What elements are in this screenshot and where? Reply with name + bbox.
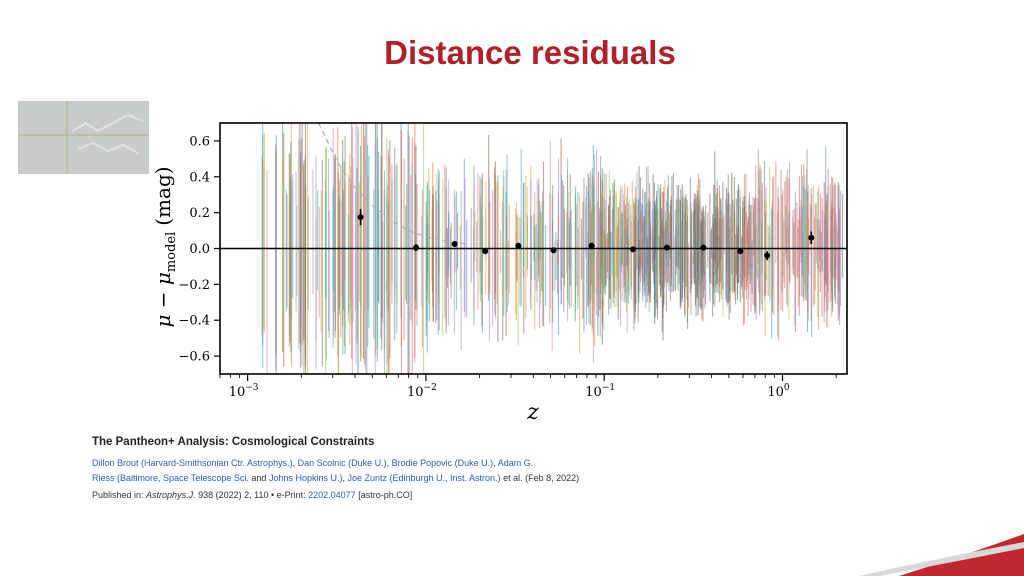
x-tick-label: 100 xyxy=(767,383,790,400)
author-link[interactable]: Johns Hopkins U.) xyxy=(268,473,343,483)
svg-text:μ − μmodel(mag): μ − μmodel (mag) xyxy=(151,166,179,327)
y-tick-label: 0.6 xyxy=(189,134,210,149)
binned-point xyxy=(808,234,815,241)
author-link[interactable]: Adam G. xyxy=(497,458,534,468)
journal-name: Astrophys.J. xyxy=(146,490,196,500)
binned-point xyxy=(664,244,671,251)
y-label-main: μ − μ xyxy=(151,272,175,327)
y-tick-label: −0.6 xyxy=(178,350,210,365)
x-tick-label: 10−3 xyxy=(229,383,259,400)
author-separator: and xyxy=(248,473,269,483)
author-separator: , xyxy=(493,458,498,468)
y-axis-label: μ − μmodel (mag) xyxy=(151,166,179,327)
y-tick-label: −0.4 xyxy=(178,314,210,329)
binned-point xyxy=(451,241,458,248)
author-line-1: Dillon Brout (Harvard-Smithsonian Ctr. A… xyxy=(92,458,533,468)
author-separator: et al. (Feb 8, 2022) xyxy=(500,473,580,483)
author-separator: , xyxy=(386,458,392,468)
binned-point xyxy=(515,242,522,249)
binned-point xyxy=(737,248,744,255)
x-axis-ticks: 10−3 10−2 10−1 100 xyxy=(219,374,837,400)
binned-points xyxy=(357,209,815,261)
author-separator: , xyxy=(292,458,298,468)
y-tick-label: 0.2 xyxy=(189,206,210,221)
author-link[interactable]: Dillon Brout (Harvard-Smithsonian Ctr. A… xyxy=(92,458,293,468)
binned-point xyxy=(588,242,595,249)
eprint-link[interactable]: 2202.04077 xyxy=(308,490,356,500)
citation-card: The Pantheon+ Analysis: Cosmological Con… xyxy=(88,428,579,508)
binned-point xyxy=(357,214,364,221)
binned-point xyxy=(413,244,420,251)
y-tick-label: −0.2 xyxy=(178,278,210,293)
author-link[interactable]: Dan Scolnic (Duke U.) xyxy=(297,458,387,468)
y-axis-ticks: 0.6 0.4 0.2 0.0 −0.2 −0.4 −0.6 xyxy=(178,134,220,365)
corner-grey-shape xyxy=(859,542,1024,576)
slide-title: Distance residuals xyxy=(384,34,676,71)
y-tick-label: 0.4 xyxy=(189,170,210,185)
corner-red-shape xyxy=(899,534,1024,576)
supernova-error-bars xyxy=(261,123,844,374)
author-line-2: Riess (Baltimore, Space Telescope Sci. a… xyxy=(92,473,579,483)
binned-point xyxy=(550,247,557,254)
author-link[interactable]: Brodie Popovic (Duke U.) xyxy=(391,458,494,468)
binned-point xyxy=(482,248,489,255)
author-link[interactable]: Riess (Baltimore, Space Telescope Sci. xyxy=(92,473,249,483)
author-separator: , xyxy=(342,473,348,483)
binned-point xyxy=(700,244,707,251)
paper-title[interactable]: The Pantheon+ Analysis: Cosmological Con… xyxy=(92,436,375,448)
author-link[interactable]: Joe Zuntz (Edinburgh U., Inst. Astron.) xyxy=(347,473,501,483)
publication-info: Published in: Astrophys.J. 938 (2022) 2,… xyxy=(92,490,412,500)
x-axis-label: z xyxy=(526,400,539,425)
x-tick-label: 10−1 xyxy=(585,383,615,400)
thumbnail-image xyxy=(18,101,149,174)
thumbnail-sketch xyxy=(18,101,149,174)
binned-point xyxy=(629,246,636,253)
y-label-unit: (mag) xyxy=(151,166,175,225)
corner-decoration xyxy=(859,534,1024,576)
published-prefix: Published in: xyxy=(92,490,147,500)
volume-info: 938 (2022) 2, 110 • e-Print: xyxy=(195,490,309,500)
dashed-curve xyxy=(318,123,468,245)
residuals-chart: 0.6 0.4 0.2 0.0 −0.2 −0.4 −0.6 10−3 10−2 10−1 100… xyxy=(151,122,848,425)
y-label-sub: model xyxy=(164,232,179,272)
y-tick-label: 0.0 xyxy=(189,242,210,257)
x-tick-label: 10−2 xyxy=(407,383,437,400)
eprint-category: [astro-ph.CO] xyxy=(355,490,413,500)
binned-point xyxy=(764,252,771,259)
